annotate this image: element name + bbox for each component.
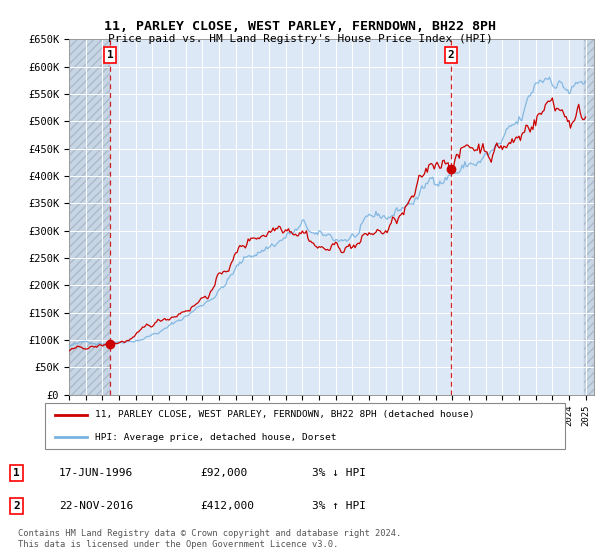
Text: 11, PARLEY CLOSE, WEST PARLEY, FERNDOWN, BH22 8PH: 11, PARLEY CLOSE, WEST PARLEY, FERNDOWN,… <box>104 20 496 32</box>
Text: 17-JUN-1996: 17-JUN-1996 <box>59 468 133 478</box>
Text: £412,000: £412,000 <box>200 501 254 511</box>
Text: Price paid vs. HM Land Registry's House Price Index (HPI): Price paid vs. HM Land Registry's House … <box>107 34 493 44</box>
Text: HPI: Average price, detached house, Dorset: HPI: Average price, detached house, Dors… <box>95 433 337 442</box>
Text: 1: 1 <box>13 468 20 478</box>
Bar <box>584 39 594 395</box>
Text: 2: 2 <box>13 501 20 511</box>
FancyBboxPatch shape <box>44 404 565 449</box>
Bar <box>69 39 110 395</box>
Text: Contains HM Land Registry data © Crown copyright and database right 2024.
This d: Contains HM Land Registry data © Crown c… <box>18 529 401 549</box>
Text: 1: 1 <box>107 50 113 60</box>
Text: £92,000: £92,000 <box>200 468 247 478</box>
Bar <box>584 39 594 395</box>
Bar <box>69 39 110 395</box>
Text: 3% ↑ HPI: 3% ↑ HPI <box>312 501 366 511</box>
Text: 2: 2 <box>447 50 454 60</box>
Text: 22-NOV-2016: 22-NOV-2016 <box>59 501 133 511</box>
Text: 3% ↓ HPI: 3% ↓ HPI <box>312 468 366 478</box>
Text: 11, PARLEY CLOSE, WEST PARLEY, FERNDOWN, BH22 8PH (detached house): 11, PARLEY CLOSE, WEST PARLEY, FERNDOWN,… <box>95 410 475 419</box>
